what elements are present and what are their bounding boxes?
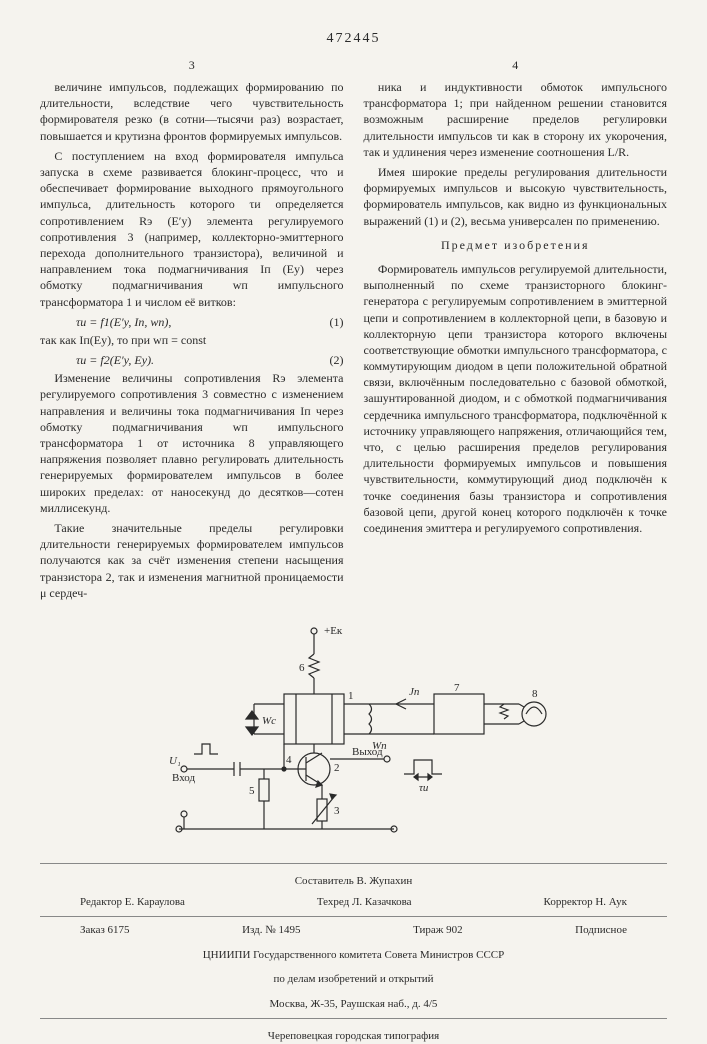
colnum-left: 3 (40, 57, 344, 73)
label-jn: Jп (409, 686, 420, 698)
eq-body: τи = f2(E′у, Eу). (76, 353, 154, 367)
label-6: 6 (299, 662, 305, 674)
label-tau: τи (419, 782, 429, 794)
para: ника и индуктивности обмоток импульсного… (364, 79, 668, 160)
label-wc: Wс (262, 715, 276, 727)
label-8: 8 (532, 688, 538, 700)
para: так как Iп(Eу), то при wп = const (40, 332, 344, 348)
label-ek: +Eк (324, 625, 343, 637)
label-1: 1 (348, 690, 354, 702)
colnum-right: 4 (364, 57, 668, 73)
label-out: Выход (352, 746, 383, 758)
corrector: Корректор Н. Аук (544, 895, 627, 910)
eq-body: τи = f1(E′у, Iп, wп), (76, 315, 171, 329)
patent-number: 472445 (40, 30, 667, 49)
sign: Подписное (575, 923, 627, 938)
org2: по делам изобретений и открытий (40, 972, 667, 987)
label-vin: U₁ (169, 755, 181, 767)
subject-header: Предмет изобретения (364, 237, 668, 253)
print: Череповецкая городская типография (40, 1029, 667, 1044)
schematic-svg: +Eк 6 1 Wс (134, 619, 574, 849)
para: Изменение величины сопротивления Rэ элем… (40, 370, 344, 516)
rule (40, 863, 667, 864)
editor: Редактор Е. Караулова (80, 895, 185, 910)
eq-num: (2) (330, 352, 344, 368)
tirazh: Тираж 902 (413, 923, 463, 938)
para-claim: Формирователь импульсов регулируемой дли… (364, 261, 668, 536)
label-7: 7 (454, 682, 460, 694)
tech: Техред Л. Казачкова (317, 895, 412, 910)
schematic-figure: +Eк 6 1 Wс (40, 619, 667, 853)
label-2: 2 (334, 762, 340, 774)
para: величине импульсов, подлежащих формирова… (40, 79, 344, 144)
compiler-line: Составитель В. Жупахин (40, 874, 667, 889)
org1: ЦНИИПИ Государственного комитета Совета … (40, 948, 667, 963)
pub-row: Заказ 6175 Изд. № 1495 Тираж 902 Подписн… (80, 923, 627, 938)
label-vin2: Вход (172, 772, 195, 784)
equation-1: τи = f1(E′у, Iп, wп), (1) (40, 314, 344, 330)
column-right: 4 ника и индуктивности обмоток импульсно… (364, 57, 668, 605)
label-3: 3 (334, 805, 340, 817)
izd: Изд. № 1495 (242, 923, 300, 938)
credits-row: Редактор Е. Караулова Техред Л. Казачков… (80, 895, 627, 910)
label-5: 5 (249, 785, 255, 797)
column-left: 3 величине импульсов, подлежащих формиро… (40, 57, 344, 605)
rule (40, 1018, 667, 1019)
two-column-body: 3 величине импульсов, подлежащих формиро… (40, 57, 667, 605)
equation-2: τи = f2(E′у, Eу). (2) (40, 352, 344, 368)
order: Заказ 6175 (80, 923, 130, 938)
para: Такие значительные пределы регулировки д… (40, 520, 344, 601)
rule (40, 916, 667, 917)
page: 472445 3 величине импульсов, подлежащих … (0, 0, 707, 1000)
label-4: 4 (286, 754, 292, 766)
eq-num: (1) (330, 314, 344, 330)
para: Имея широкие пределы регулирования длите… (364, 164, 668, 229)
para: С поступлением на вход формирователя имп… (40, 148, 344, 310)
